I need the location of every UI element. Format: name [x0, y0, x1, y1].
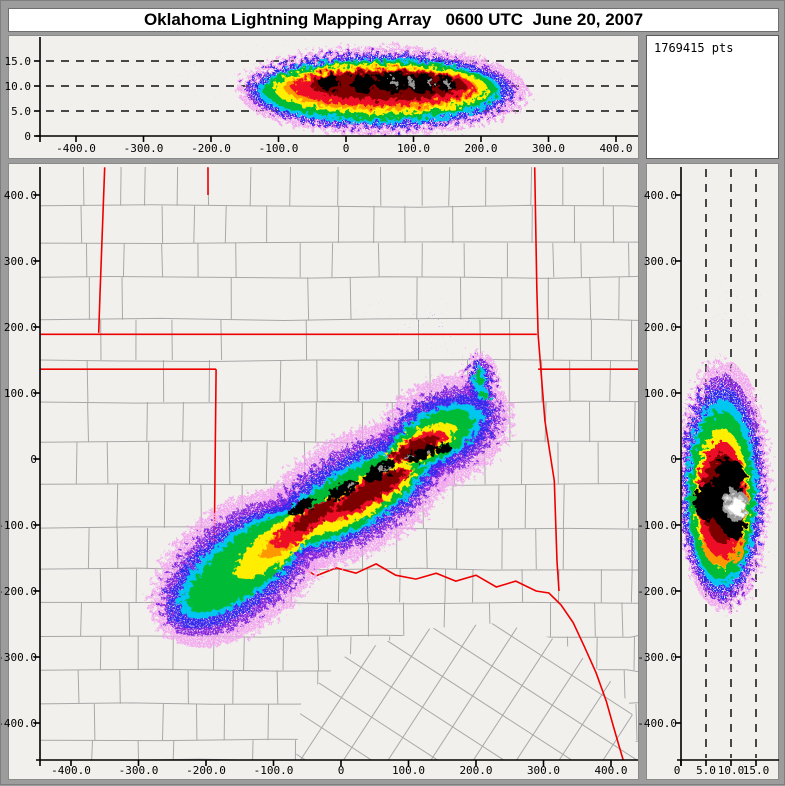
title-bar: Oklahoma Lightning Mapping Array 0600 UT… — [8, 8, 779, 32]
panel-plan-view[interactable] — [8, 163, 639, 780]
panel-altitude-ew[interactable] — [8, 35, 639, 159]
window-title: Oklahoma Lightning Mapping Array 0600 UT… — [144, 10, 643, 29]
points-count-box: 1769415 pts — [646, 35, 779, 159]
panel-altitude-ns[interactable] — [646, 163, 779, 780]
points-count: 1769415 pts — [647, 36, 778, 55]
county-line-v — [641, 740, 642, 760]
